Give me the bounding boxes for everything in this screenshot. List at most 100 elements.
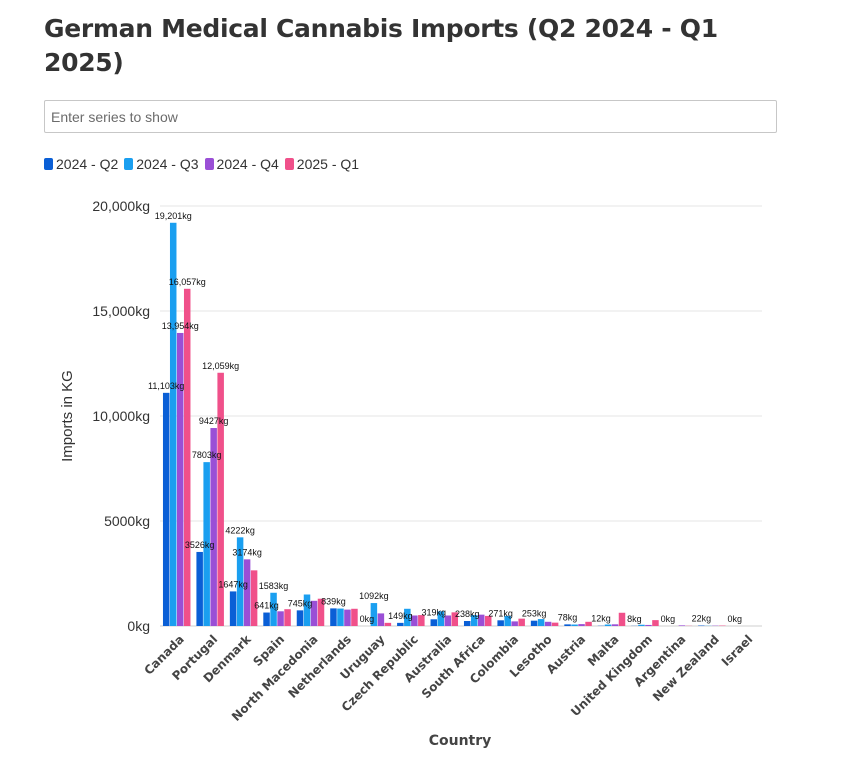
bar[interactable] <box>463 621 471 626</box>
data-label: 149kg <box>388 611 413 621</box>
bar[interactable] <box>564 624 571 626</box>
bar[interactable] <box>196 551 203 626</box>
y-tick-label: 0kg <box>127 618 150 634</box>
data-label: 22kg <box>692 614 712 624</box>
data-label: 271kg <box>488 608 513 618</box>
bar[interactable] <box>303 594 311 627</box>
bar[interactable] <box>176 332 184 626</box>
chart-title: German Medical Cannabis Imports (Q2 2024… <box>44 14 718 77</box>
y-tick-label: 20,000kg <box>92 198 150 214</box>
bar[interactable] <box>277 611 284 626</box>
bar[interactable] <box>250 570 258 626</box>
x-axis-title: Country <box>429 733 492 749</box>
bar[interactable] <box>243 559 251 626</box>
bar[interactable] <box>330 608 337 626</box>
bar[interactable] <box>638 624 645 626</box>
bar[interactable] <box>537 619 545 626</box>
bar[interactable] <box>370 603 378 626</box>
legend-swatch <box>204 158 214 170</box>
bar[interactable] <box>504 615 511 626</box>
bar[interactable] <box>604 624 612 626</box>
bar[interactable] <box>217 372 224 626</box>
bar[interactable] <box>162 392 170 626</box>
legend-label: 2024 - Q4 <box>216 156 279 172</box>
bar[interactable] <box>236 537 244 626</box>
bar[interactable] <box>645 624 652 626</box>
data-label: 4222kg <box>225 525 255 535</box>
bar[interactable] <box>578 624 585 626</box>
series-search-field[interactable] <box>44 100 777 133</box>
legend: 2024 - Q2 2024 - Q3 2024 - Q4 2025 - Q1 <box>44 156 359 172</box>
data-label: 319kg <box>422 607 447 617</box>
bar[interactable] <box>344 609 351 626</box>
data-label: 8kg <box>627 614 642 624</box>
bar[interactable] <box>585 621 592 626</box>
bar[interactable] <box>451 612 459 626</box>
data-label: 641kg <box>254 601 279 611</box>
y-tick-label: 15,000kg <box>92 303 150 319</box>
bar[interactable] <box>203 462 210 626</box>
bar[interactable] <box>169 222 177 626</box>
bar[interactable] <box>210 428 217 626</box>
legend-item[interactable]: 2024 - Q3 <box>124 156 199 172</box>
y-tick-label: 5000kg <box>104 513 150 529</box>
bar[interactable] <box>484 615 492 626</box>
bar[interactable] <box>418 615 425 626</box>
bar[interactable] <box>384 622 392 626</box>
bar[interactable] <box>351 608 358 626</box>
bar[interactable] <box>183 288 191 626</box>
bar[interactable] <box>530 620 538 626</box>
data-label: 3526kg <box>185 540 215 550</box>
bar[interactable] <box>618 612 626 626</box>
data-label: 12,059kg <box>202 361 239 371</box>
bar[interactable] <box>263 612 270 626</box>
bar[interactable] <box>551 622 559 626</box>
bar[interactable] <box>296 610 304 626</box>
bar[interactable] <box>652 620 659 626</box>
data-label: 238kg <box>455 609 480 619</box>
legend-item[interactable]: 2024 - Q4 <box>204 156 279 172</box>
bar[interactable] <box>411 615 418 627</box>
bar[interactable] <box>544 621 552 626</box>
bar[interactable] <box>611 624 619 626</box>
data-label: 78kg <box>558 612 578 622</box>
bar[interactable] <box>678 625 686 626</box>
bar[interactable] <box>317 598 325 626</box>
data-label: 745kg <box>288 598 313 608</box>
bar[interactable] <box>497 620 504 626</box>
bar[interactable] <box>404 608 411 626</box>
bar[interactable] <box>470 615 478 626</box>
data-label: 16,057kg <box>169 277 206 287</box>
bar[interactable] <box>229 591 237 626</box>
legend-swatch <box>284 158 294 170</box>
bar[interactable] <box>284 609 291 626</box>
data-label: 12kg <box>591 614 611 624</box>
y-tick-label: 10,000kg <box>92 408 150 424</box>
data-label: 0kg <box>728 614 743 624</box>
bar[interactable] <box>444 615 452 627</box>
legend-label: 2024 - Q3 <box>136 156 199 172</box>
data-label: 839kg <box>321 596 346 606</box>
series-search-input[interactable] <box>45 101 776 132</box>
bar[interactable] <box>337 608 344 626</box>
data-label: 9427kg <box>199 416 229 426</box>
data-label: 1583kg <box>259 581 289 591</box>
bar[interactable] <box>571 624 578 626</box>
bar[interactable] <box>310 600 318 626</box>
bar[interactable] <box>477 614 485 626</box>
data-label: 253kg <box>522 609 547 619</box>
bar[interactable] <box>437 611 445 626</box>
legend-item[interactable]: 2024 - Q2 <box>44 156 118 172</box>
data-label: 11,103kg <box>148 381 184 391</box>
bar[interactable] <box>430 619 438 626</box>
bar[interactable] <box>270 592 277 626</box>
bar[interactable] <box>511 621 518 626</box>
bar[interactable] <box>518 618 525 626</box>
legend-item[interactable]: 2025 - Q1 <box>284 156 360 172</box>
bar-chart: 0kg 5000kg 10,000kg 15,000kg 20,000kg 11,103k… <box>59 198 762 749</box>
legend-label: 2025 - Q1 <box>296 156 360 172</box>
data-label: 1092kg <box>359 591 389 601</box>
data-label: 0kg <box>661 614 676 624</box>
bar[interactable] <box>397 622 404 626</box>
bar[interactable] <box>377 613 385 626</box>
